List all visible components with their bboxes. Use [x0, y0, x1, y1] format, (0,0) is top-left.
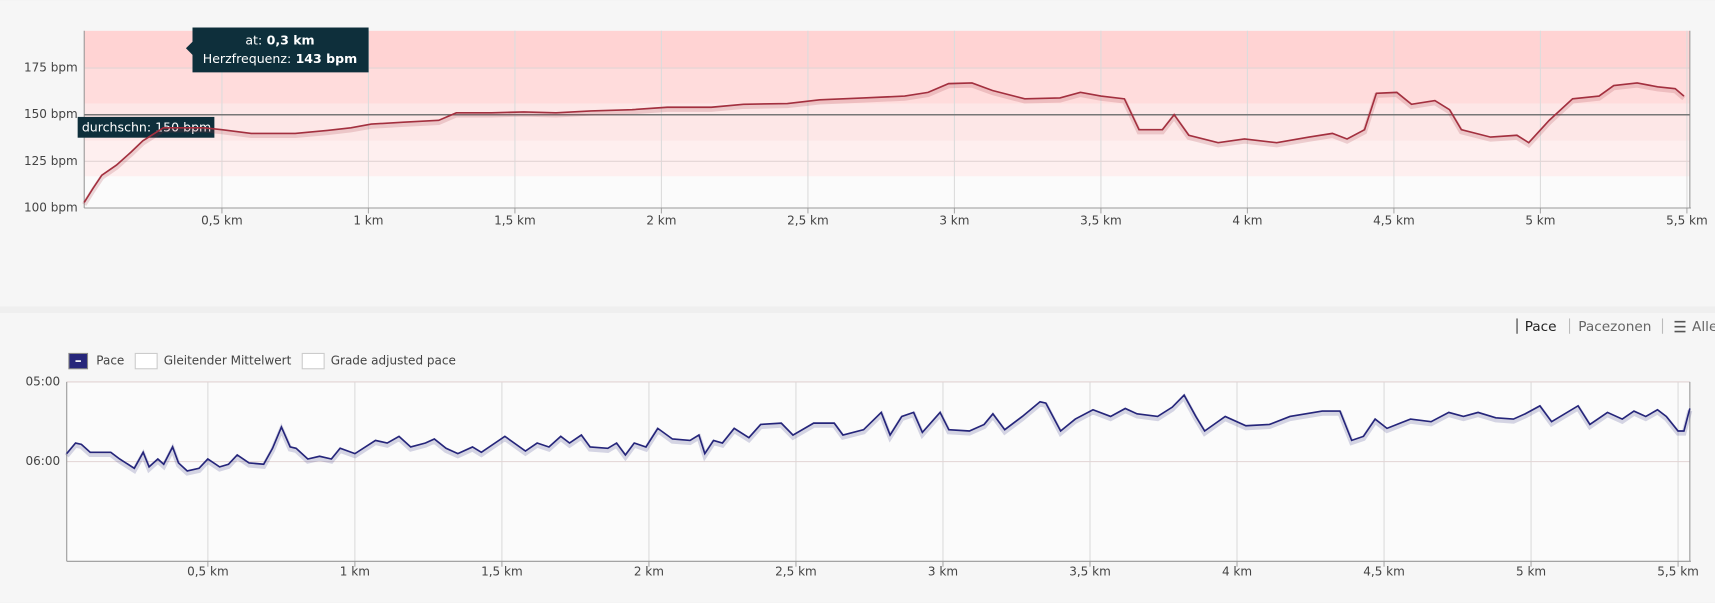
tabs: Pace Pacezonen Alle [1516, 318, 1715, 335]
tooltip-line: at: 0,3 km [245, 32, 314, 47]
x-tick-label: 4 km [1222, 565, 1252, 579]
x-tick-label: 2,5 km [775, 565, 817, 579]
legend-label[interactable]: Pace [96, 354, 124, 368]
line-shadow [64, 393, 1693, 476]
x-tick-label: 2,5 km [787, 214, 829, 228]
zone-band [84, 140, 1690, 177]
average-label: durchschn: 150 bpm [82, 119, 211, 134]
y-tick-label: 175 bpm [24, 61, 78, 75]
tooltip-box [192, 27, 369, 73]
x-tick-label: 4,5 km [1363, 565, 1405, 579]
average-label-box [77, 116, 215, 138]
x-tick-label: 3 km [939, 214, 969, 228]
plot-area [66, 381, 1690, 562]
x-tick-label: 5 km [1525, 214, 1555, 228]
menu-icon [1674, 320, 1686, 333]
tooltip-label: at: [245, 32, 262, 47]
tooltip-value: 143 bpm [296, 51, 358, 66]
y-tick-label: 150 bpm [24, 107, 78, 121]
tab[interactable]: Pace [1525, 319, 1557, 335]
tooltip-line: Herzfrequenz: 143 bpm [203, 51, 357, 66]
data-line [83, 82, 1685, 203]
x-tick-label: 1,5 km [494, 214, 536, 228]
x-tick-label: 3,5 km [1080, 214, 1122, 228]
x-tick-label: 5 km [1516, 565, 1546, 579]
tab[interactable]: Pacezonen [1578, 319, 1651, 335]
tooltip: at: 0,3 km Herzfrequenz: 143 bpm [185, 27, 369, 73]
legend-checkbox[interactable] [301, 352, 325, 370]
x-tick-label: 5,5 km [1666, 214, 1708, 228]
x-tick-label: 1,5 km [481, 565, 523, 579]
x-tick-label: 0,5 km [201, 214, 243, 228]
legend-checkbox[interactable] [134, 352, 158, 370]
legend-label[interactable]: Gleitender Mittelwert [164, 354, 292, 368]
x-tick-label: 4,5 km [1373, 214, 1415, 228]
y-tick-label: 100 bpm [24, 200, 78, 214]
y-tick-label: 06:00 [26, 454, 61, 468]
x-tick-label: 2 km [634, 565, 664, 579]
x-tick-label: 3 km [928, 565, 958, 579]
data-line [66, 393, 1691, 472]
x-tick-label: 4 km [1232, 214, 1262, 228]
x-tick-label: 5,5 km [1657, 565, 1699, 579]
x-tick-label: 0,5 km [187, 565, 229, 579]
tooltip-label: Herzfrequenz: [203, 51, 291, 66]
line-shadow [82, 82, 1686, 206]
y-tick-label: 125 bpm [24, 154, 78, 168]
x-tick-label: 2 km [646, 214, 676, 228]
y-tick-label: 05:00 [26, 374, 61, 388]
x-tick-label: 1 km [353, 214, 383, 228]
x-tick-label: 3,5 km [1069, 565, 1111, 579]
x-tick-label: 1 km [340, 565, 370, 579]
tooltip-value: 0,3 km [267, 32, 315, 47]
legend-label[interactable]: Grade adjusted pace [331, 354, 456, 368]
zone-band [84, 103, 1690, 141]
tab[interactable]: Alle [1692, 319, 1715, 335]
tooltip-pointer [185, 41, 193, 55]
